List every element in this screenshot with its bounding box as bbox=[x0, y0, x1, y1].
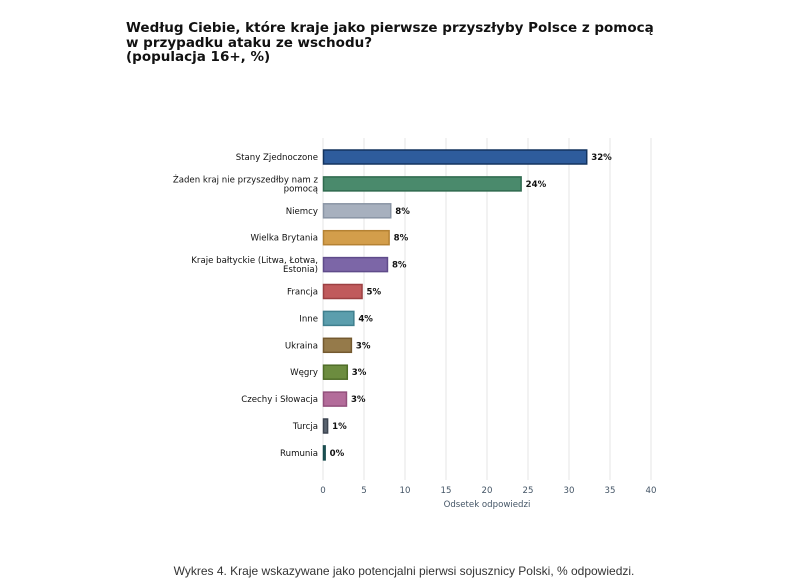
bar bbox=[322, 176, 522, 192]
category-label: Turcja bbox=[292, 422, 318, 432]
bar bbox=[322, 445, 326, 461]
category-label: Francja bbox=[287, 288, 318, 298]
data-label: 8% bbox=[395, 207, 410, 217]
bar bbox=[322, 229, 390, 246]
category-label: Stany Zjednoczone bbox=[236, 153, 318, 163]
bar-chart: Stany Zjednoczone Żaden kraj nie przyszed… bbox=[173, 138, 656, 510]
value-labels: 32% 24% 8% 8% 8% 5% 4% 3% 3% 3% 1% 0% bbox=[330, 153, 613, 459]
bar bbox=[322, 283, 363, 300]
category-label: Żaden kraj nie przyszedłby nam z pomocą bbox=[173, 174, 319, 194]
x-tick-label: 10 bbox=[400, 486, 411, 496]
figure-caption: Wykres 4. Kraje wskazywane jako potencja… bbox=[173, 564, 635, 578]
category-label: Węgry bbox=[290, 368, 318, 378]
x-tick-label: 15 bbox=[441, 486, 452, 496]
x-axis-ticks: 0 5 10 15 20 25 30 35 40 bbox=[320, 486, 656, 496]
data-label: 0% bbox=[330, 449, 345, 459]
category-label: Ukraina bbox=[285, 341, 318, 351]
x-axis-title: Odsetek odpowiedzi bbox=[444, 500, 531, 510]
x-tick-label: 0 bbox=[320, 486, 325, 496]
bar bbox=[322, 337, 353, 354]
category-label: Niemcy bbox=[286, 207, 318, 217]
data-label: 1% bbox=[332, 422, 347, 432]
category-label: Inne bbox=[299, 314, 318, 324]
data-label: 3% bbox=[356, 341, 371, 351]
data-label: 3% bbox=[351, 395, 366, 405]
category-label: Czechy i Słowacja bbox=[241, 395, 318, 405]
x-tick-label: 40 bbox=[646, 486, 657, 496]
data-label: 4% bbox=[358, 314, 373, 324]
category-labels: Stany Zjednoczone Żaden kraj nie przyszed… bbox=[173, 153, 319, 459]
category-label: Rumunia bbox=[280, 449, 318, 459]
bar bbox=[322, 256, 389, 273]
x-tick-label: 25 bbox=[523, 486, 534, 496]
bar bbox=[322, 364, 349, 380]
bar bbox=[322, 149, 588, 165]
bar bbox=[322, 418, 329, 434]
bar bbox=[322, 391, 348, 407]
data-label: 5% bbox=[367, 288, 382, 298]
category-label: Wielka Brytania bbox=[251, 234, 318, 244]
data-label: 24% bbox=[526, 180, 547, 190]
data-label: 8% bbox=[392, 261, 407, 271]
data-label: 32% bbox=[591, 153, 612, 163]
bar bbox=[322, 310, 355, 327]
x-tick-label: 35 bbox=[605, 486, 616, 496]
chart-title: Według Ciebie, które kraje jako pierwsze… bbox=[126, 20, 654, 65]
category-label: Kraje bałtyckie (Litwa, Łotwa, Estonia) bbox=[191, 256, 318, 275]
x-tick-label: 30 bbox=[564, 486, 575, 496]
x-tick-label: 5 bbox=[361, 486, 366, 496]
x-tick-label: 20 bbox=[482, 486, 493, 496]
data-label: 3% bbox=[352, 368, 367, 378]
bars bbox=[322, 149, 588, 461]
bar bbox=[322, 203, 392, 219]
data-label: 8% bbox=[394, 234, 409, 244]
